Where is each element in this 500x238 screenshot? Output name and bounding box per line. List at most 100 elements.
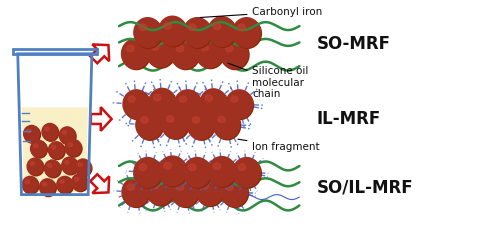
Polygon shape <box>90 174 109 193</box>
Ellipse shape <box>65 139 81 156</box>
Ellipse shape <box>23 177 39 194</box>
Ellipse shape <box>226 90 252 119</box>
Ellipse shape <box>122 40 150 69</box>
Ellipse shape <box>141 117 148 123</box>
Ellipse shape <box>25 180 29 184</box>
Ellipse shape <box>134 18 162 47</box>
Ellipse shape <box>213 23 221 30</box>
Ellipse shape <box>150 89 176 118</box>
Ellipse shape <box>214 111 240 140</box>
Ellipse shape <box>139 164 146 170</box>
Ellipse shape <box>74 177 79 181</box>
Ellipse shape <box>209 158 236 187</box>
Ellipse shape <box>52 145 56 149</box>
Ellipse shape <box>232 18 260 47</box>
Ellipse shape <box>196 39 224 69</box>
Ellipse shape <box>24 125 40 142</box>
Ellipse shape <box>201 90 228 119</box>
Ellipse shape <box>40 179 56 196</box>
Ellipse shape <box>196 177 223 205</box>
Ellipse shape <box>76 160 92 177</box>
Ellipse shape <box>48 142 64 159</box>
Ellipse shape <box>75 159 91 176</box>
Ellipse shape <box>226 45 233 52</box>
Ellipse shape <box>62 158 78 175</box>
Ellipse shape <box>42 182 47 186</box>
Ellipse shape <box>174 90 201 119</box>
Text: Ion fragment: Ion fragment <box>238 139 320 152</box>
Ellipse shape <box>184 159 212 188</box>
Ellipse shape <box>164 162 172 169</box>
Ellipse shape <box>146 176 174 205</box>
Ellipse shape <box>50 143 65 159</box>
Ellipse shape <box>187 111 214 139</box>
Ellipse shape <box>176 45 184 52</box>
Ellipse shape <box>45 127 50 131</box>
Ellipse shape <box>60 127 75 144</box>
Ellipse shape <box>46 161 61 178</box>
Text: SO/IL-MRF: SO/IL-MRF <box>316 178 414 196</box>
Ellipse shape <box>68 143 72 147</box>
Ellipse shape <box>172 178 198 207</box>
Ellipse shape <box>123 179 150 208</box>
Ellipse shape <box>139 24 146 31</box>
Ellipse shape <box>135 159 162 188</box>
Ellipse shape <box>158 16 186 46</box>
Text: Silicone oil
molecular
chain: Silicone oil molecular chain <box>228 63 309 99</box>
Ellipse shape <box>147 39 175 68</box>
Ellipse shape <box>136 111 162 139</box>
Text: SO-MRF: SO-MRF <box>316 35 390 53</box>
Ellipse shape <box>184 19 212 48</box>
Ellipse shape <box>172 40 200 69</box>
Ellipse shape <box>201 44 208 51</box>
Ellipse shape <box>32 141 48 158</box>
Ellipse shape <box>160 157 187 187</box>
Ellipse shape <box>220 39 248 69</box>
Ellipse shape <box>221 178 248 207</box>
Ellipse shape <box>122 178 148 207</box>
Ellipse shape <box>158 156 186 186</box>
Ellipse shape <box>148 88 176 117</box>
Ellipse shape <box>197 178 224 207</box>
Ellipse shape <box>162 111 189 139</box>
Ellipse shape <box>162 110 188 138</box>
Ellipse shape <box>238 24 246 31</box>
Ellipse shape <box>122 39 149 69</box>
Ellipse shape <box>40 180 56 197</box>
Ellipse shape <box>192 117 200 123</box>
Ellipse shape <box>48 164 52 167</box>
Ellipse shape <box>57 176 72 193</box>
Ellipse shape <box>188 164 196 170</box>
Ellipse shape <box>231 96 238 102</box>
Ellipse shape <box>60 180 64 184</box>
Ellipse shape <box>66 140 82 157</box>
Ellipse shape <box>137 112 164 140</box>
Ellipse shape <box>234 159 262 188</box>
Ellipse shape <box>58 177 74 194</box>
Bar <box>13 49 97 54</box>
Ellipse shape <box>148 177 174 206</box>
Ellipse shape <box>188 24 196 31</box>
Ellipse shape <box>205 95 212 101</box>
Polygon shape <box>91 107 112 131</box>
Ellipse shape <box>188 112 215 140</box>
Ellipse shape <box>171 39 198 69</box>
Ellipse shape <box>78 163 82 166</box>
Ellipse shape <box>64 161 69 164</box>
Ellipse shape <box>184 158 211 187</box>
Ellipse shape <box>154 94 161 101</box>
Ellipse shape <box>164 23 172 29</box>
Ellipse shape <box>152 182 159 189</box>
Ellipse shape <box>27 158 43 175</box>
Ellipse shape <box>127 184 134 190</box>
Ellipse shape <box>196 38 224 68</box>
Ellipse shape <box>201 183 208 189</box>
Ellipse shape <box>180 96 186 102</box>
Ellipse shape <box>128 96 136 102</box>
Ellipse shape <box>123 90 150 119</box>
Ellipse shape <box>124 91 150 119</box>
Ellipse shape <box>43 124 59 141</box>
Ellipse shape <box>172 179 199 208</box>
Ellipse shape <box>234 19 262 48</box>
Ellipse shape <box>126 45 134 52</box>
